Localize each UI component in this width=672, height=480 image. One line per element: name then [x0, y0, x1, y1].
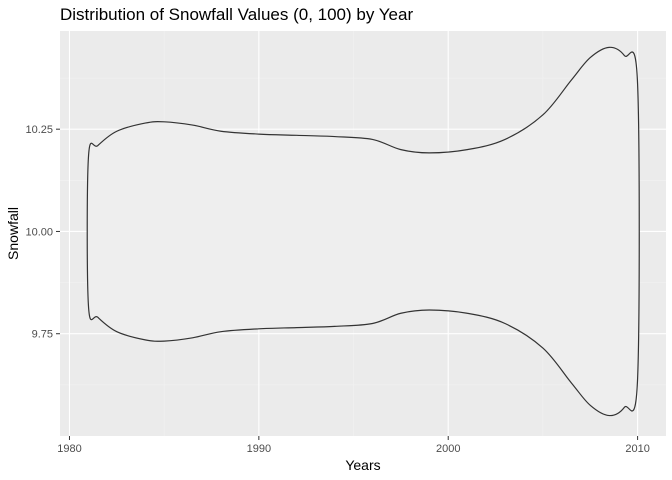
y-tick-label: 10.25 — [25, 124, 53, 136]
y-tick-label: 9.75 — [32, 329, 53, 341]
x-tick-label: 1980 — [57, 443, 81, 455]
x-tick-label: 2000 — [436, 443, 460, 455]
y-axis-title: Snowfall — [5, 207, 21, 260]
y-tick-label: 10.00 — [25, 226, 53, 238]
x-tick-label: 2010 — [625, 443, 649, 455]
axes-layer: 1980 1990 2000 2010 9.75 10.00 10.25 — [25, 124, 649, 455]
x-axis-title: Years — [345, 457, 380, 473]
violin-shape — [86, 46, 640, 417]
x-tick-label: 1990 — [247, 443, 271, 455]
chart-title: Distribution of Snowfall Values (0, 100)… — [60, 5, 413, 24]
violin-layer — [86, 46, 640, 417]
